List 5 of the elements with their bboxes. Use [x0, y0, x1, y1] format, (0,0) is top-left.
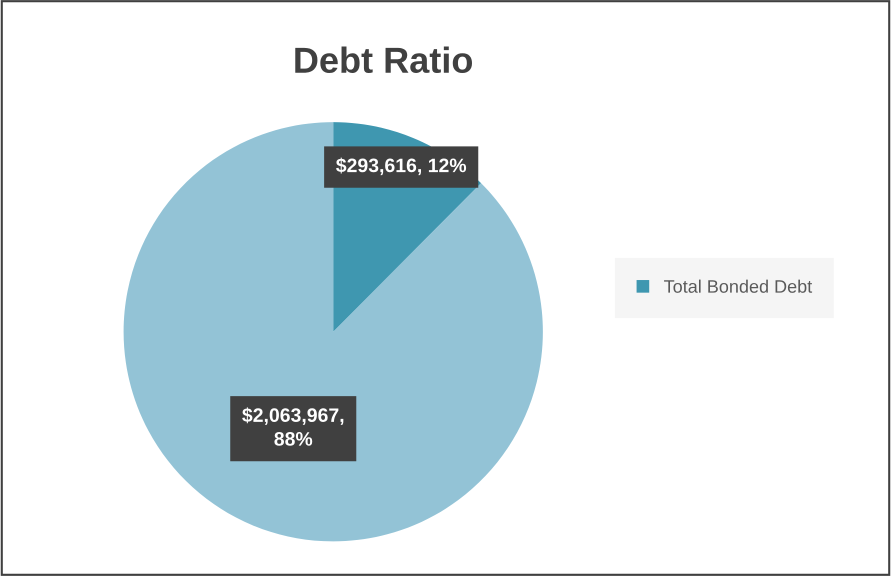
pie-slice — [124, 122, 543, 542]
legend-label: Total Bonded Debt — [664, 280, 812, 293]
data-label: $2,063,967, 88% — [242, 407, 344, 446]
data-label: $293,616, 12% — [336, 158, 466, 176]
chart-title: Debt Ratio — [295, 46, 472, 74]
